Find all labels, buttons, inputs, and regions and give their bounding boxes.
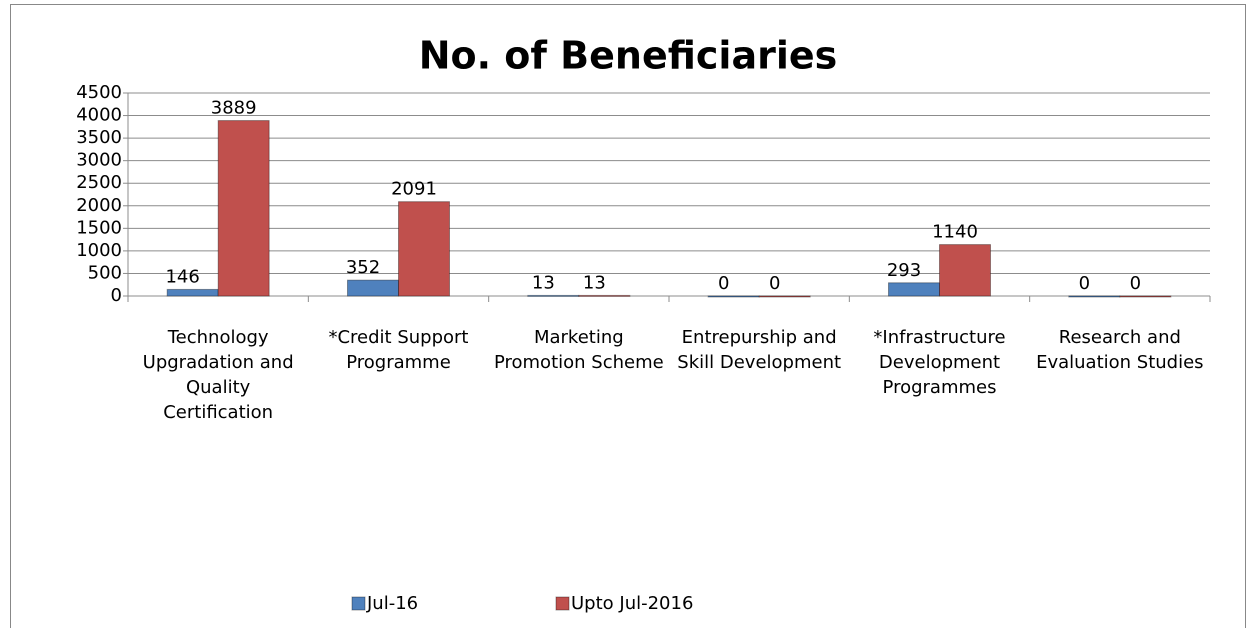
x-tick-label: Technology Upgradation and Quality Certi… bbox=[142, 327, 294, 423]
data-label: 293 bbox=[887, 260, 921, 281]
data-label: 1140 bbox=[932, 222, 978, 243]
bar bbox=[578, 294, 631, 297]
x-tick-label: *Credit Support Programme bbox=[328, 327, 469, 373]
data-label: 2091 bbox=[391, 179, 437, 200]
y-tick-label: 2000 bbox=[76, 195, 122, 216]
bar bbox=[888, 282, 940, 297]
data-label: 0 bbox=[1079, 273, 1090, 294]
y-tick-label: 0 bbox=[111, 285, 122, 306]
chart-frame bbox=[10, 4, 1246, 628]
chart-title: No. of Beneficiaries bbox=[419, 34, 838, 78]
bar bbox=[347, 279, 399, 297]
data-label: 0 bbox=[769, 273, 780, 294]
legend-swatch bbox=[351, 596, 366, 611]
y-tick-label: 2500 bbox=[76, 172, 122, 193]
y-tick-label: 3500 bbox=[76, 127, 122, 148]
data-label: 0 bbox=[1130, 273, 1141, 294]
bar bbox=[707, 295, 760, 298]
data-label: 146 bbox=[165, 266, 199, 287]
y-tick-label: 3000 bbox=[76, 150, 122, 171]
bar bbox=[217, 120, 270, 297]
legend-swatch bbox=[555, 596, 570, 611]
bar bbox=[527, 294, 580, 297]
legend-label: Jul-16 bbox=[366, 593, 418, 614]
x-tick-label: Marketing Promotion Scheme bbox=[493, 327, 664, 373]
bar bbox=[398, 201, 450, 297]
x-tick-label: Research and Evaluation Studies bbox=[1036, 327, 1204, 373]
legend-label: Upto Jul-2016 bbox=[571, 593, 693, 614]
data-label: 352 bbox=[346, 257, 380, 278]
data-label: 13 bbox=[532, 272, 555, 293]
y-tick-label: 1000 bbox=[76, 240, 122, 261]
y-tick-label: 4000 bbox=[76, 105, 122, 126]
data-label: 0 bbox=[718, 273, 729, 294]
bar bbox=[166, 288, 219, 297]
bar bbox=[1068, 295, 1121, 298]
data-label: 3889 bbox=[211, 98, 257, 119]
y-tick-label: 1500 bbox=[76, 217, 122, 238]
y-tick-label: 4500 bbox=[76, 82, 122, 103]
y-tick-label: 500 bbox=[88, 262, 122, 283]
x-tick-label: Entrepurship and Skill Development bbox=[677, 327, 842, 373]
bar bbox=[1119, 295, 1172, 298]
data-label: 13 bbox=[583, 272, 606, 293]
x-tick-label: *Infrastructure Development Programmes bbox=[873, 327, 1006, 398]
bar bbox=[939, 244, 991, 297]
bar bbox=[758, 295, 811, 298]
